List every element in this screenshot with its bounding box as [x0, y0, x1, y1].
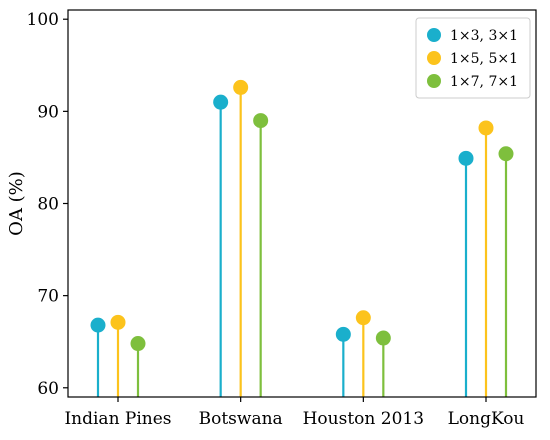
marker-houston-2013-series-1	[335, 326, 351, 342]
marker-longkou-series-3	[498, 146, 514, 162]
x-tick-label-houston-2013: Houston 2013	[303, 409, 424, 429]
y-tick-label: 70	[37, 287, 59, 307]
marker-indian-pines-series-3	[130, 336, 146, 352]
y-tick-label: 80	[37, 195, 59, 215]
marker-longkou-series-2	[478, 120, 494, 136]
markers-layer	[90, 79, 514, 352]
marker-longkou-series-1	[458, 150, 474, 166]
legend-label-series-3: 1×7, 7×1	[450, 74, 518, 90]
legend-box	[415, 17, 531, 99]
x-tick-label-indian-pines: Indian Pines	[64, 409, 171, 429]
marker-indian-pines-series-2	[110, 314, 126, 330]
x-tick-label-botswana: Botswana	[199, 409, 283, 429]
marker-botswana-series-3	[253, 113, 269, 129]
marker-indian-pines-series-1	[90, 317, 106, 333]
stems-layer	[96, 87, 508, 397]
x-axis: Indian Pines Botswana Houston 2013 LongKou	[64, 397, 524, 429]
legend-marker-series-1	[427, 28, 441, 42]
legend-marker-series-2	[427, 51, 441, 65]
marker-botswana-series-1	[213, 94, 229, 110]
y-axis: 60 70 80 90 100	[27, 10, 68, 399]
marker-botswana-series-2	[233, 79, 249, 95]
legend: 1×3, 3×1 1×5, 5×1 1×7, 7×1	[415, 17, 531, 99]
x-tick-label-longkou: LongKou	[448, 409, 525, 429]
marker-houston-2013-series-3	[375, 330, 391, 346]
legend-label-series-2: 1×5, 5×1	[450, 51, 518, 67]
y-tick-label: 90	[37, 102, 59, 122]
y-tick-label: 100	[27, 10, 59, 30]
legend-label-series-1: 1×3, 3×1	[450, 28, 518, 44]
y-axis-label: OA (%)	[6, 171, 27, 236]
legend-marker-series-3	[427, 74, 441, 88]
y-tick-label: 60	[37, 379, 59, 399]
marker-houston-2013-series-2	[355, 310, 371, 326]
